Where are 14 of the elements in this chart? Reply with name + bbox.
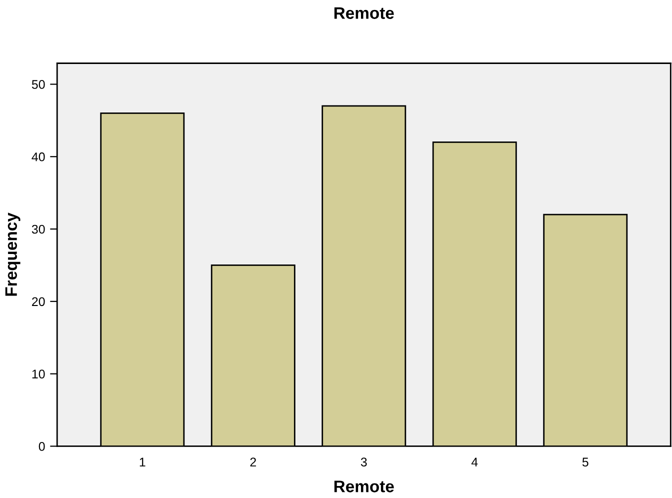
y-tick-label: 0	[38, 442, 45, 451]
x-tick-label: 3	[360, 458, 367, 466]
y-tick-label: 10	[32, 370, 45, 378]
y-tick-label: 30	[32, 224, 45, 234]
x-tick-label: 4	[471, 458, 478, 466]
x-axis-title: Remote	[334, 480, 394, 492]
x-tick-label: 1	[140, 458, 146, 466]
y-axis-title: Frequency	[5, 212, 20, 296]
chart-title: Remote	[334, 7, 394, 19]
x-tick-label: 2	[250, 458, 256, 466]
y-tick-label: 20	[32, 297, 45, 306]
y-tick-label: 50	[32, 80, 45, 89]
x-tick-label: 5	[582, 458, 588, 466]
y-tick-label: 40	[32, 152, 45, 162]
